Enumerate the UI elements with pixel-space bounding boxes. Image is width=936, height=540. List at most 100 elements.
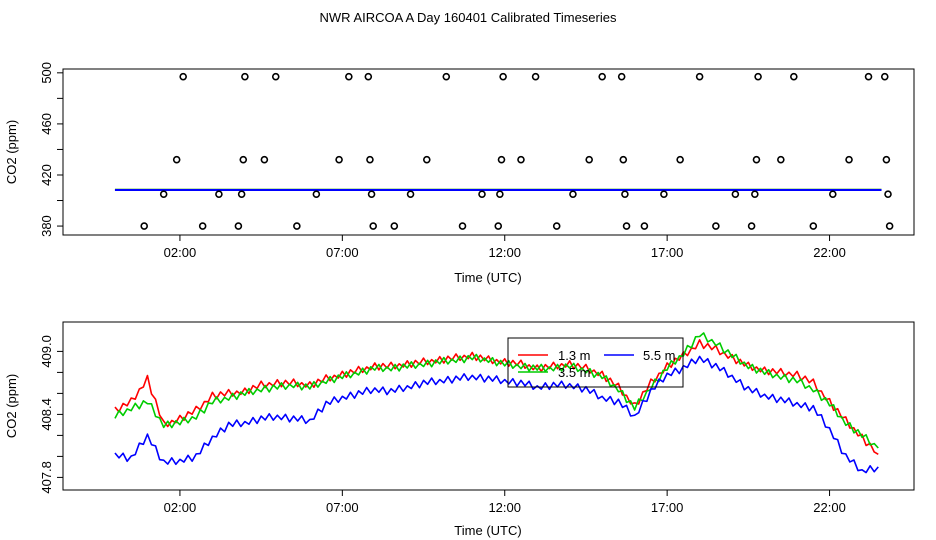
- p1-point: [234, 222, 243, 230]
- panel2-series-lines: [114, 332, 879, 474]
- p1-point: [747, 222, 756, 230]
- p2-series-1-3-m: [114, 339, 879, 455]
- p1-point: [364, 72, 373, 81]
- p1-point: [237, 190, 246, 198]
- panel1-x-label: Time (UTC): [454, 270, 521, 285]
- p1-x-tick-label: 22:00: [813, 245, 846, 260]
- p2-series-3-5-m: [114, 332, 879, 449]
- p1-point: [731, 190, 740, 198]
- p1-point: [751, 190, 759, 198]
- p1-point: [215, 190, 223, 198]
- p1-point: [442, 72, 451, 81]
- p1-point: [458, 222, 467, 230]
- p1-point: [260, 155, 269, 164]
- legend-label-3-5m: 3.5 m: [558, 365, 591, 380]
- p1-point: [159, 190, 168, 198]
- panel1-points: [140, 72, 894, 230]
- p1-point: [369, 222, 377, 230]
- p1-x-tick-label: 17:00: [651, 245, 684, 260]
- p1-point: [335, 155, 343, 164]
- p1-point: [531, 72, 540, 81]
- panel1-y-axis: 380 420 460 500: [39, 62, 63, 237]
- p1-point: [179, 72, 187, 81]
- p2-x-tick-label: 12:00: [488, 500, 521, 515]
- p1-x-tick-label: 02:00: [164, 245, 197, 260]
- p1-point: [293, 222, 301, 230]
- p1-point: [598, 72, 606, 81]
- p1-point: [676, 155, 684, 164]
- p1-point: [882, 155, 891, 164]
- p1-point: [864, 72, 873, 81]
- p1-point: [828, 190, 837, 198]
- p2-x-tick-label: 02:00: [164, 500, 197, 515]
- panel2-y-axis: 407.8 408.4 409.0: [39, 335, 63, 494]
- p1-point: [241, 72, 249, 81]
- p1-point: [885, 222, 894, 230]
- figure-title: NWR AIRCOA A Day 160401 Calibrated Times…: [320, 10, 617, 25]
- panel1-frame: [62, 68, 915, 236]
- panel2-y-label: CO2 (ppm): [4, 374, 19, 438]
- p1-point: [752, 155, 761, 164]
- p1-point: [617, 72, 626, 81]
- p1-point: [585, 155, 593, 164]
- panel1-x-axis: 02:00 07:00 12:00 17:00 22:00: [164, 235, 846, 260]
- p1-point: [622, 222, 631, 230]
- p1-x-tick-label: 12:00: [488, 245, 521, 260]
- p1-point: [845, 155, 853, 164]
- p1-point: [345, 72, 353, 81]
- p1-point: [271, 72, 280, 81]
- p1-point: [496, 190, 504, 198]
- p1-point: [880, 72, 889, 81]
- p1-y-tick-label: 500: [39, 62, 54, 84]
- p1-point: [422, 155, 431, 164]
- p1-point: [621, 190, 629, 198]
- p2-y-tick-label: 409.0: [39, 335, 54, 368]
- p1-y-tick-label: 460: [39, 113, 54, 135]
- p1-point: [172, 155, 181, 164]
- legend: 1.3 m 5.5 m 3.5 m: [507, 337, 684, 388]
- p1-point: [497, 155, 506, 164]
- co2-line-panel: 02:00 07:00 12:00 17:00 22:00 407.8 408.4 409.…: [4, 321, 915, 538]
- p1-y-tick-label: 380: [39, 215, 54, 237]
- legend-box: [507, 337, 684, 388]
- p1-point: [198, 222, 207, 230]
- p1-point: [552, 222, 561, 230]
- co2-scatter-panel: 02:00 07:00 12:00 17:00 22:00 380 420 460 500 T…: [4, 62, 915, 285]
- legend-label-1-3m: 1.3 m: [558, 348, 591, 363]
- p2-x-tick-label: 07:00: [326, 500, 359, 515]
- panel2-x-axis: 02:00 07:00 12:00 17:00 22:00: [164, 490, 846, 515]
- p1-point: [494, 222, 503, 230]
- p1-point: [640, 222, 649, 230]
- p2-x-tick-label: 17:00: [651, 500, 684, 515]
- p1-point: [790, 72, 798, 81]
- panel2-frame: [62, 321, 915, 491]
- panel2-x-label: Time (UTC): [454, 523, 521, 538]
- p1-point: [754, 72, 762, 81]
- p1-point: [312, 190, 321, 198]
- p1-point: [390, 222, 399, 230]
- p1-point: [478, 190, 486, 198]
- p1-point: [695, 72, 704, 81]
- p1-point: [809, 222, 818, 230]
- p1-point: [499, 72, 507, 81]
- panel1-y-label: CO2 (ppm): [4, 120, 19, 184]
- p1-x-tick-label: 07:00: [326, 245, 359, 260]
- p1-point: [884, 190, 892, 198]
- p1-point: [406, 190, 415, 198]
- p2-series-5-5-m: [114, 355, 879, 474]
- p1-point: [660, 190, 668, 198]
- p1-point: [367, 190, 376, 198]
- p1-point: [619, 155, 628, 164]
- p1-point: [517, 155, 525, 164]
- p1-y-tick-label: 420: [39, 164, 54, 186]
- p2-y-tick-label: 408.4: [39, 398, 54, 431]
- p1-point: [239, 155, 248, 164]
- p2-x-tick-label: 22:00: [813, 500, 846, 515]
- p1-point: [712, 222, 720, 230]
- p1-point: [366, 155, 374, 164]
- p1-point: [140, 222, 149, 230]
- p1-point: [777, 155, 785, 164]
- p2-y-tick-label: 407.8: [39, 461, 54, 494]
- p1-point: [569, 190, 577, 198]
